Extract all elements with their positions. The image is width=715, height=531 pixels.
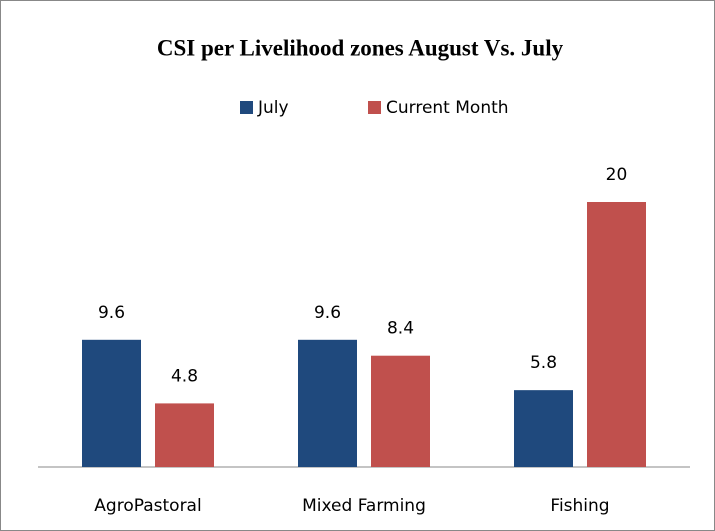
bar xyxy=(587,202,646,467)
legend-label: July xyxy=(257,98,289,118)
x-tick-label: Fishing xyxy=(550,496,609,516)
legend-swatch xyxy=(240,101,253,114)
legend-swatch xyxy=(368,101,381,114)
chart-title: CSI per Livelihood zones August Vs. July xyxy=(157,35,564,60)
data-label: 9.6 xyxy=(314,303,341,323)
data-label: 8.4 xyxy=(387,319,414,339)
bar xyxy=(298,339,357,467)
bar xyxy=(155,403,214,467)
data-label: 9.6 xyxy=(98,303,125,323)
bar xyxy=(514,390,573,467)
legend-label: Current Month xyxy=(386,98,509,118)
x-tick-label: AgroPastoral xyxy=(94,496,201,516)
x-tick-label: Mixed Farming xyxy=(302,496,426,516)
data-label: 5.8 xyxy=(530,353,557,373)
bar xyxy=(82,339,141,467)
bar xyxy=(371,355,430,467)
data-label: 20 xyxy=(606,165,628,185)
data-label: 4.8 xyxy=(171,366,198,386)
